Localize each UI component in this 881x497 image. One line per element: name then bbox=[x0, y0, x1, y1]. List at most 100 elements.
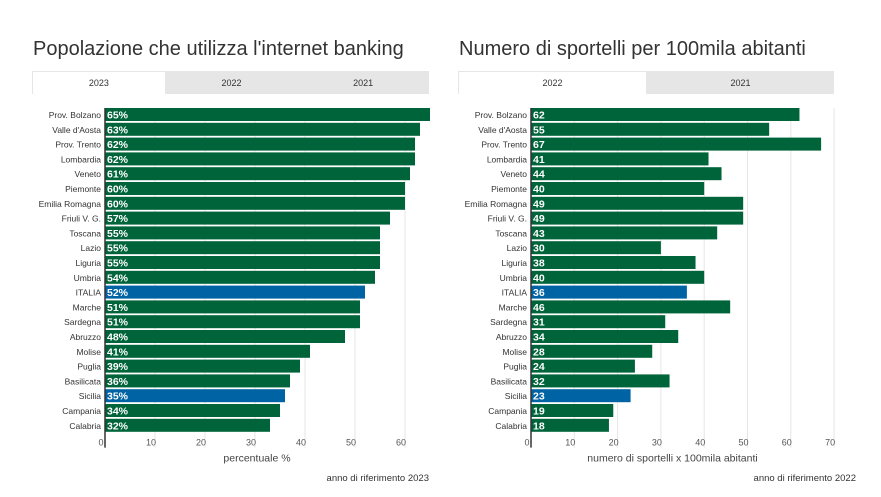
x-tick-label: 0 bbox=[98, 438, 103, 448]
bar bbox=[105, 300, 360, 314]
bar bbox=[105, 330, 345, 343]
category-label: Lazio bbox=[81, 243, 102, 253]
bar bbox=[531, 137, 822, 151]
data-label: 31 bbox=[533, 317, 545, 329]
category-label: Molise bbox=[76, 347, 101, 357]
category-label: Piemonte bbox=[65, 184, 101, 194]
bar bbox=[105, 182, 405, 195]
category-label: Sicilia bbox=[505, 391, 527, 401]
bar bbox=[531, 300, 731, 314]
category-label: ITALIA bbox=[76, 288, 102, 298]
category-label: Sicilia bbox=[79, 391, 101, 401]
bar bbox=[105, 196, 405, 210]
data-label: 46 bbox=[533, 302, 545, 314]
chart-title-right: Numero di sportelli per 100mila abitanti bbox=[459, 38, 806, 60]
data-label: 55% bbox=[107, 228, 129, 240]
bar bbox=[531, 404, 614, 417]
category-label: Puglia bbox=[503, 362, 527, 372]
tab-2022[interactable]: 2022 bbox=[458, 71, 647, 94]
tab-2022[interactable]: 2022 bbox=[221, 77, 242, 88]
data-label: 34% bbox=[107, 406, 129, 418]
data-label: 63% bbox=[107, 124, 129, 136]
bar bbox=[105, 270, 375, 284]
bar bbox=[105, 344, 310, 358]
category-label: Emilia Romagna bbox=[465, 199, 528, 209]
category-label: Umbria bbox=[500, 273, 528, 283]
tabs-right: 2022 2021 bbox=[458, 71, 834, 94]
data-label: 60% bbox=[107, 184, 129, 196]
x-tick-label: 0 bbox=[524, 438, 529, 448]
data-label: 38 bbox=[533, 258, 545, 270]
x-tick-label: 60 bbox=[782, 438, 792, 448]
bar bbox=[105, 122, 420, 136]
category-label: Toscana bbox=[495, 228, 527, 238]
category-label: Liguria bbox=[75, 258, 101, 268]
bar bbox=[105, 374, 290, 388]
category-label: Prov. Trento bbox=[481, 140, 527, 150]
bar bbox=[105, 359, 300, 373]
chart-title-left: Popolazione che utilizza l'internet bank… bbox=[33, 38, 404, 60]
data-label: 28 bbox=[533, 346, 545, 358]
data-label: 41 bbox=[533, 154, 545, 166]
bar bbox=[105, 211, 390, 225]
bar bbox=[531, 196, 744, 210]
bar bbox=[531, 418, 609, 432]
category-label: Abruzzo bbox=[496, 332, 527, 342]
category-label: Sardegna bbox=[490, 317, 527, 327]
x-tick-label: 20 bbox=[609, 438, 619, 448]
bar bbox=[531, 256, 696, 269]
category-label: Veneto bbox=[75, 169, 102, 179]
data-label: 51% bbox=[107, 302, 129, 314]
bar bbox=[531, 330, 679, 343]
tab-2021[interactable]: 2021 bbox=[353, 77, 374, 88]
bar bbox=[105, 285, 365, 299]
category-label: Basilicata bbox=[491, 376, 528, 386]
data-label: 43 bbox=[533, 228, 545, 240]
data-label: 61% bbox=[107, 169, 129, 181]
data-label: 62% bbox=[107, 154, 129, 166]
bar bbox=[531, 359, 635, 373]
data-label: 30 bbox=[533, 243, 545, 255]
bar bbox=[531, 152, 709, 166]
tab-2023[interactable]: 2023 bbox=[32, 71, 166, 94]
category-label: Prov. Bolzano bbox=[49, 110, 102, 120]
data-label: 49 bbox=[533, 198, 545, 210]
data-label: 32% bbox=[107, 420, 129, 432]
bar bbox=[105, 389, 285, 403]
bar bbox=[531, 315, 666, 329]
x-axis-label: numero di sportelli x 100mila abitanti bbox=[587, 453, 757, 465]
tab-2021[interactable]: 2021 bbox=[730, 77, 751, 88]
category-label: ITALIA bbox=[502, 288, 528, 298]
data-label: 54% bbox=[107, 272, 129, 284]
data-label: 60% bbox=[107, 198, 129, 210]
category-label: Prov. Trento bbox=[55, 140, 101, 150]
data-label: 34 bbox=[533, 332, 545, 344]
x-tick-label: 10 bbox=[565, 438, 575, 448]
category-label: Valle d'Aosta bbox=[478, 125, 527, 135]
note-left: anno di riferimento 2023 bbox=[326, 473, 429, 484]
category-label: Campania bbox=[62, 406, 101, 416]
data-label: 24 bbox=[533, 361, 545, 373]
x-tick-label: 30 bbox=[652, 438, 662, 448]
bar bbox=[531, 182, 705, 195]
bar bbox=[531, 241, 661, 255]
bar bbox=[531, 270, 705, 284]
bar bbox=[105, 315, 360, 329]
category-label: Prov. Bolzano bbox=[475, 110, 528, 120]
data-label: 41% bbox=[107, 346, 129, 358]
category-label: Liguria bbox=[501, 258, 527, 268]
x-tick-label: 40 bbox=[296, 438, 306, 448]
data-label: 39% bbox=[107, 361, 129, 373]
bar bbox=[531, 344, 653, 358]
data-label: 62 bbox=[533, 110, 545, 122]
tabs-left: 2023 2022 2021 bbox=[32, 71, 429, 94]
data-label: 49 bbox=[533, 213, 545, 225]
data-label: 40 bbox=[533, 184, 545, 196]
x-tick-label: 60 bbox=[396, 438, 406, 448]
bar bbox=[105, 241, 380, 255]
x-tick-label: 70 bbox=[825, 438, 835, 448]
category-label: Puglia bbox=[77, 362, 101, 372]
category-label: Lazio bbox=[507, 243, 528, 253]
category-label: Calabria bbox=[69, 421, 101, 431]
data-label: 36 bbox=[533, 287, 545, 299]
